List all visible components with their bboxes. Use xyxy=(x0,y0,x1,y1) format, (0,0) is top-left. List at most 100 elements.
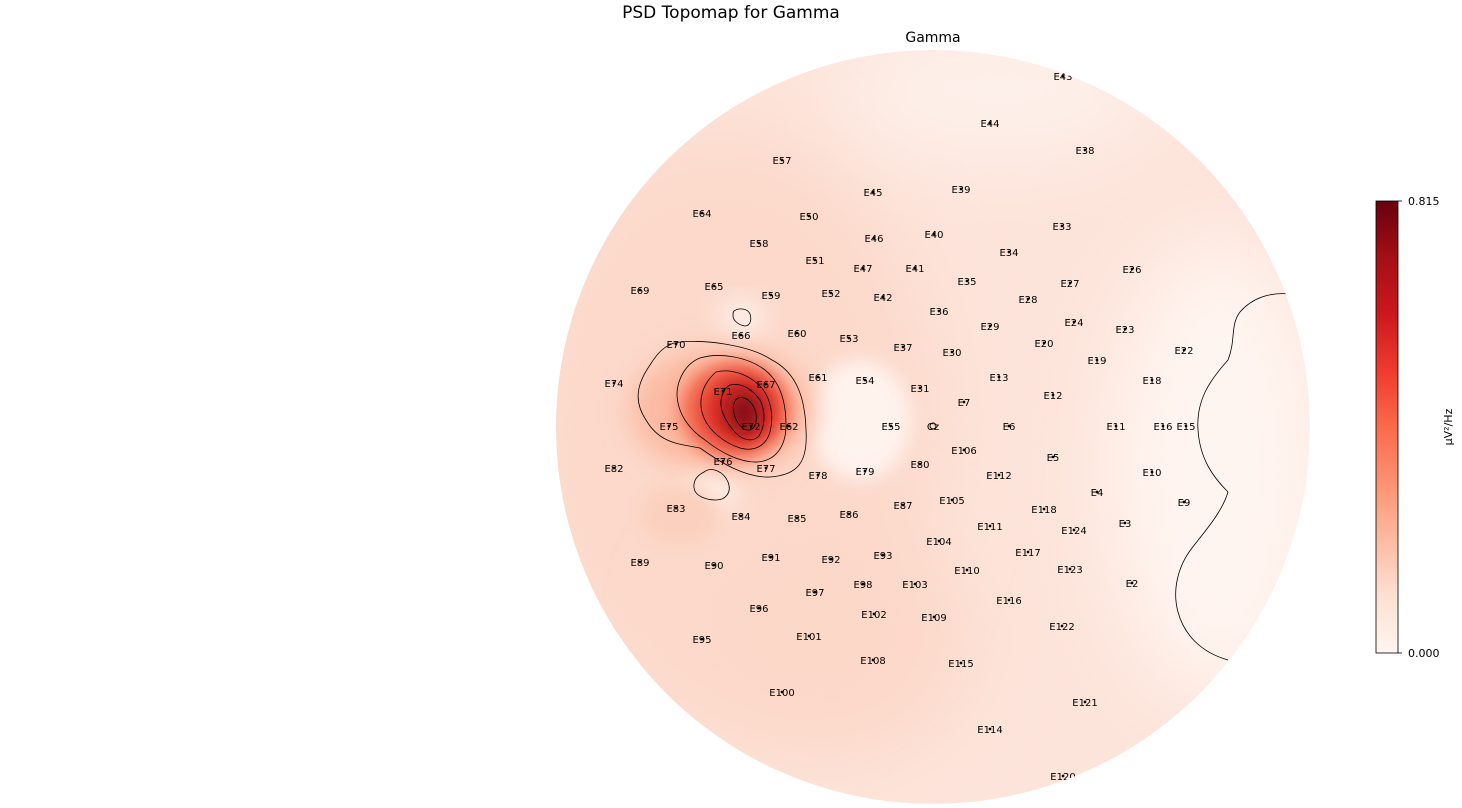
electrode-marker-e78 xyxy=(816,473,820,477)
electrode-marker-e2 xyxy=(1130,581,1134,585)
electrode-marker-e100 xyxy=(780,690,784,694)
electrode-marker-e16 xyxy=(1161,424,1165,428)
electrode-marker-e90 xyxy=(712,563,716,567)
electrode-marker-e83 xyxy=(674,506,678,510)
electrode-label-e18: E18 xyxy=(1142,376,1161,387)
electrode-label-e104: E104 xyxy=(926,537,951,548)
electrode-marker-e97 xyxy=(813,590,817,594)
contour-5 xyxy=(732,397,757,431)
electrode-marker-e26 xyxy=(1130,267,1134,271)
light-zone-top xyxy=(840,50,1160,160)
electrode-marker-e4 xyxy=(1095,490,1099,494)
electrode-label-e121: E121 xyxy=(1072,698,1097,709)
electrode-label-cz: Cz xyxy=(927,422,939,433)
electrode-marker-e115 xyxy=(959,661,963,665)
electrode-label-e44: E44 xyxy=(980,119,999,130)
light-zone-e66 xyxy=(722,302,762,334)
electrode-label-e28: E28 xyxy=(1018,295,1037,306)
electrode-marker-e31 xyxy=(918,386,922,390)
electrode-marker-e54 xyxy=(863,378,867,382)
electrode-marker-e69 xyxy=(638,288,642,292)
electrode-marker-cz xyxy=(929,422,937,430)
electrode-marker-e58 xyxy=(757,241,761,245)
electrode-label-e53: E53 xyxy=(839,334,858,345)
electrode-marker-e29 xyxy=(988,324,992,328)
electrode-label-e43: E43 xyxy=(1053,72,1072,83)
electrode-label-e39: E39 xyxy=(951,185,970,196)
electrode-marker-e9 xyxy=(1182,500,1186,504)
electrode-marker-e24 xyxy=(1072,320,1076,324)
electrode-marker-e85 xyxy=(795,516,799,520)
electrode-label-e31: E31 xyxy=(910,384,929,395)
electrode-label-e101: E101 xyxy=(796,632,821,643)
electrode-label-e35: E35 xyxy=(957,277,976,288)
electrode-label-e47: E47 xyxy=(853,264,872,275)
electrode-label-e76: E76 xyxy=(713,457,732,468)
electrode-marker-e42 xyxy=(881,295,885,299)
electrode-label-e20: E20 xyxy=(1034,339,1053,350)
electrode-label-e67: E67 xyxy=(756,380,775,391)
electrode-marker-e102 xyxy=(872,612,876,616)
electrode-marker-e105 xyxy=(950,498,954,502)
electrode-label-e123: E123 xyxy=(1057,565,1082,576)
electrode-label-e9: E9 xyxy=(1178,498,1191,509)
electrode-layer: E43 E44 E38 E57 E45 E39 E64 E50 E46 E40 E33 E58 E34 E… xyxy=(604,72,1195,783)
electrode-marker-e95 xyxy=(700,637,704,641)
electrode-label-e38: E38 xyxy=(1075,146,1094,157)
electrode-marker-e80 xyxy=(918,462,922,466)
electrode-label-e50: E50 xyxy=(799,212,818,223)
electrode-marker-e30 xyxy=(950,350,954,354)
electrode-marker-e39 xyxy=(959,187,963,191)
electrode-label-e95: E95 xyxy=(692,635,711,646)
electrode-marker-e118 xyxy=(1042,507,1046,511)
electrode-marker-e44 xyxy=(988,121,992,125)
electrode-marker-e43 xyxy=(1061,74,1065,78)
electrode-label-e55: E55 xyxy=(881,422,900,433)
electrode-marker-e50 xyxy=(807,214,811,218)
electrode-marker-e76 xyxy=(721,459,725,463)
electrode-label-e10: E10 xyxy=(1142,468,1161,479)
electrode-marker-e10 xyxy=(1150,470,1154,474)
electrode-marker-e18 xyxy=(1150,378,1154,382)
electrode-label-e75: E75 xyxy=(659,422,678,433)
electrode-marker-e51 xyxy=(813,258,817,262)
electrode-marker-e33 xyxy=(1060,224,1064,228)
electrode-label-e5: E5 xyxy=(1047,453,1060,464)
contour-island-e66 xyxy=(732,308,752,327)
electrode-label-e40: E40 xyxy=(924,230,943,241)
electrode-label-e34: E34 xyxy=(999,248,1018,259)
electrode-marker-e101 xyxy=(807,634,811,638)
electrode-label-e30: E30 xyxy=(942,348,961,359)
electrode-marker-e45 xyxy=(871,190,875,194)
electrode-marker-e61 xyxy=(816,375,820,379)
electrode-marker-e38 xyxy=(1083,148,1087,152)
electrode-marker-e53 xyxy=(847,336,851,340)
electrode-label-e79: E79 xyxy=(855,467,874,478)
electrode-label-e110: E110 xyxy=(954,566,979,577)
electrode-label-e69: E69 xyxy=(630,286,649,297)
electrode-label-e118: E118 xyxy=(1031,505,1056,516)
electrode-label-e36: E36 xyxy=(929,307,948,318)
light-zone-right xyxy=(1110,240,1310,700)
electrode-marker-e122 xyxy=(1060,624,1064,628)
electrode-marker-e13 xyxy=(997,375,1001,379)
electrode-label-e111: E111 xyxy=(977,522,1002,533)
electrode-marker-e123 xyxy=(1068,567,1072,571)
electrode-marker-e23 xyxy=(1123,327,1127,331)
electrode-label-e80: E80 xyxy=(910,460,929,471)
electrode-marker-e37 xyxy=(901,345,905,349)
electrode-label-e65: E65 xyxy=(704,282,723,293)
electrode-label-e90: E90 xyxy=(704,561,723,572)
colorbar-tick-label-min: 0.000 xyxy=(1408,647,1440,660)
electrode-label-e15: E15 xyxy=(1176,422,1195,433)
electrode-marker-e65 xyxy=(712,284,716,288)
electrode-label-e78: E78 xyxy=(808,471,827,482)
electrode-label-e122: E122 xyxy=(1049,622,1074,633)
mid-zone-e83 xyxy=(640,485,720,545)
electrode-label-e37: E37 xyxy=(893,343,912,354)
electrode-marker-e110 xyxy=(965,568,969,572)
electrode-label-e58: E58 xyxy=(749,239,768,250)
electrode-marker-e93 xyxy=(881,553,885,557)
electrode-label-e106: E106 xyxy=(951,446,976,457)
light-zone-center xyxy=(810,360,910,480)
